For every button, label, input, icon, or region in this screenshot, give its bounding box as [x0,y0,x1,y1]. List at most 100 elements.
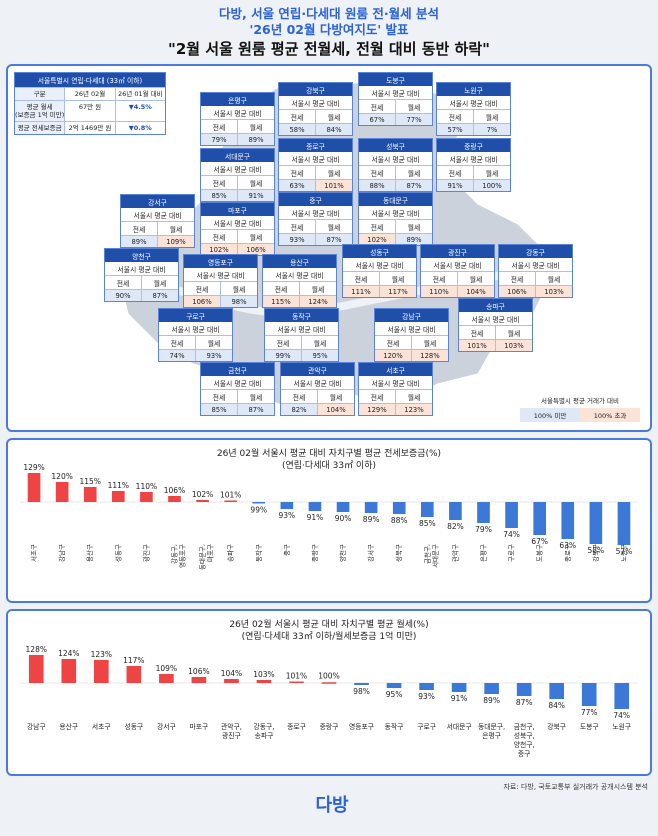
data-label: 63% [559,541,576,550]
category-label: 은평구 [479,544,488,562]
category-label: 금천구, 성북구, 양천구, 중구 [514,722,535,758]
bar [289,681,304,683]
col-jeonse-label: 전세 [170,339,184,348]
col-jeonse-label: 전세 [290,223,304,232]
col-wolse-label: 월세 [457,272,494,285]
district-subtitle: 서울시 평균 대비 [201,376,274,390]
bar [392,502,406,514]
jeonse-value: 106% [499,285,535,297]
district-name: 송파구 [459,299,532,312]
district-value-row: 63% 101% [279,179,352,191]
bar [28,655,44,683]
district-value-row: 85% 87% [201,403,274,415]
bar [55,482,69,502]
bar [477,502,490,523]
wolse-value: 93% [195,349,232,361]
district-name: 금천구 [201,363,274,376]
jeonse-value: 67% [359,113,395,125]
category-label: 서초구 [29,544,38,562]
jeonse-value: 85% [201,403,237,415]
header-line-1: 다방, 서울 연립·다세대 원룸 전·월세 분석 [218,6,439,21]
district-value-row: 82% 104% [281,403,354,415]
logo-text: 다방 [315,795,349,816]
district-value-row: 79% 89% [201,133,274,145]
jeonse-value: 82% [281,403,317,415]
col-jeonse-label: 전세 [290,113,304,122]
bar [364,502,378,513]
data-label: 57% [616,547,633,556]
district-card: 강남구 서울시 평균 대비 전세 월세 120% 128% [374,308,449,362]
district-card: 서대문구 서울시 평균 대비 전세 월세 85% 91% [200,148,275,202]
data-label: 124% [58,649,79,658]
category-label: 중랑구 [311,544,319,562]
category-label: 용산구 [85,544,94,562]
district-name: 마포구 [201,203,274,216]
data-label: 128% [26,645,47,654]
district-card: 양천구 서울시 평균 대비 전세 월세 90% 87% [104,248,179,302]
bar [581,683,597,706]
district-subtitle: 서울시 평균 대비 [201,162,274,176]
page-header: 다방, 서울 연립·다세대 원룸 전·월세 분석 '26년 02월 다방여지도'… [0,6,658,59]
bar [256,680,272,683]
category-label: 강남구 [27,722,46,731]
data-label: 88% [391,516,408,525]
jeonse-value: 110% [421,285,457,297]
district-card: 중랑구 서울시 평균 대비 전세 월세 91% 100% [436,138,511,192]
col-jeonse-label: 전세 [212,123,226,132]
bar [419,683,434,690]
bar [449,502,462,520]
col-wolse-label: 월세 [301,336,338,349]
bar [386,683,402,688]
district-name: 중구 [279,193,352,206]
bar [61,659,77,683]
district-subtitle: 서울시 평균 대비 [281,376,354,390]
data-label: 91% [307,513,324,522]
jeonse-value: 91% [437,179,473,191]
data-label: 58% [588,546,605,555]
wolse-value: 89% [395,233,432,245]
district-subtitle: 서울시 평균 대비 [359,206,432,220]
category-label: 영등포구 [349,722,374,731]
district-value-row: 106% 98% [184,295,257,307]
category-label: 관악구, 광진구 [221,722,242,740]
col-wolse-label: 월세 [315,166,352,179]
summary-row-value: 67만 원 [64,101,114,121]
jeonse-value: 101% [459,339,495,351]
district-name: 서대문구 [201,149,274,162]
district-name: 동대문구 [359,193,432,206]
district-name: 강서구 [121,195,194,208]
district-value-row: 90% 87% [105,289,178,301]
wolse-value: 91% [237,189,274,201]
district-name: 강남구 [375,309,448,322]
legend-high: 100% 초과 [580,408,640,422]
col-wolse-label: 월세 [495,326,532,339]
data-label: 101% [286,672,307,681]
jeonse-value: 63% [279,179,315,191]
district-subtitle: 서울시 평균 대비 [265,322,338,336]
district-value-row: 101% 103% [459,339,532,351]
jeonse-value: 74% [159,349,195,361]
col-wolse-label: 월세 [395,166,432,179]
jeonse-value: 102% [201,243,237,255]
col-wolse-label: 월세 [395,390,432,403]
col-jeonse-label: 전세 [212,233,226,242]
jeonse-value: 93% [279,233,315,245]
district-value-row: 99% 95% [265,349,338,361]
district-card: 구로구 서울시 평균 대비 전세 월세 74% 93% [158,308,233,362]
data-label: 85% [419,519,436,528]
district-card: 송파구 서울시 평균 대비 전세 월세 101% 103% [458,298,533,352]
data-label: 103% [253,670,274,679]
col-wolse-label: 월세 [141,276,178,289]
district-header-row: 전세 월세 [459,326,532,339]
district-value-row: 110% 104% [421,285,494,297]
district-name: 광진구 [421,245,494,258]
district-value-row: 85% 91% [201,189,274,201]
district-header-row: 전세 월세 [279,166,352,179]
district-header-row: 전세 월세 [201,176,274,189]
district-header-row: 전세 월세 [105,276,178,289]
category-label: 강서구 [366,544,375,562]
bar [321,682,337,684]
summary-row-label: 평균 전세보증금 [15,122,65,134]
district-subtitle: 서울시 평균 대비 [359,152,432,166]
wolse-value: 87% [395,179,432,191]
